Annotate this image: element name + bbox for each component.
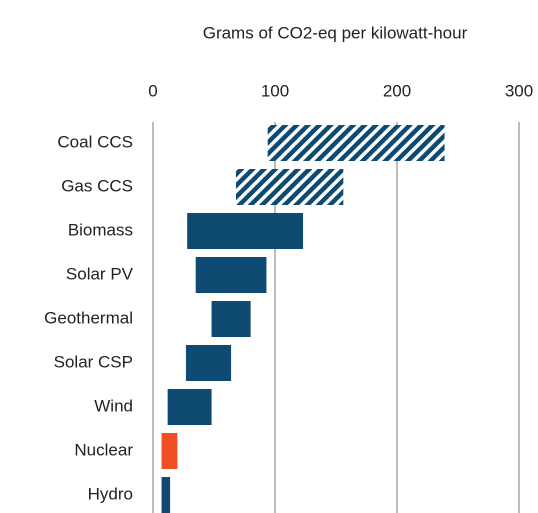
y-tick-label: Geothermal <box>44 308 133 327</box>
bar <box>185 345 232 381</box>
bar <box>235 169 344 205</box>
x-tick-label: 300 <box>505 81 533 100</box>
y-tick-label: Solar CSP <box>54 352 133 371</box>
bar <box>161 477 171 513</box>
y-tick-label: Gas CCS <box>61 176 133 195</box>
bar <box>187 213 304 249</box>
bar <box>211 301 251 337</box>
x-tick-label: 200 <box>383 81 411 100</box>
x-tick-label: 0 <box>148 81 157 100</box>
y-tick-label: Coal CCS <box>57 132 133 151</box>
y-tick-label: Biomass <box>68 220 133 239</box>
y-tick-label: Solar PV <box>66 264 134 283</box>
bar <box>167 389 212 425</box>
bar <box>195 257 267 293</box>
bar <box>161 433 178 469</box>
y-tick-label: Hydro <box>88 484 133 503</box>
chart-title: Grams of CO2-eq per kilowatt-hour <box>203 23 468 42</box>
y-tick-label: Wind <box>94 396 133 415</box>
x-tick-label: 100 <box>261 81 289 100</box>
bar <box>267 125 445 161</box>
y-tick-label: Nuclear <box>74 440 133 459</box>
